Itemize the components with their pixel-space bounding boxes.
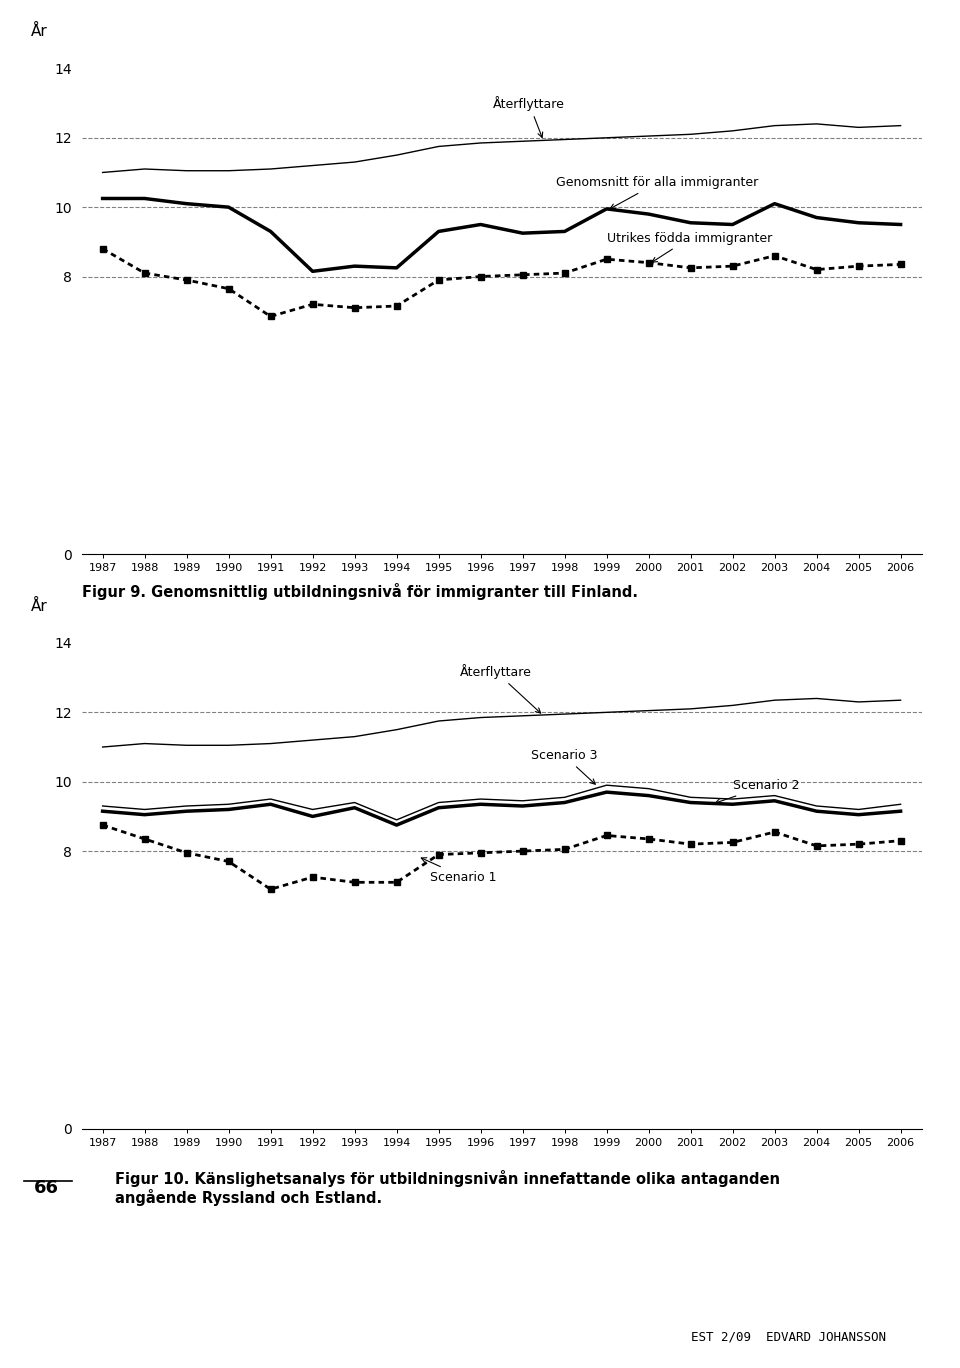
Text: Figur 10. Känslighetsanalys för utbildningsnivån innefattande olika antaganden
a: Figur 10. Känslighetsanalys för utbildni… xyxy=(115,1170,780,1207)
Text: Utrikes födda immigranter: Utrikes födda immigranter xyxy=(607,231,772,263)
Text: År: År xyxy=(32,25,48,40)
Text: Scenario 2: Scenario 2 xyxy=(715,780,799,804)
Text: Scenario 1: Scenario 1 xyxy=(421,858,496,884)
Text: År: År xyxy=(32,599,48,614)
Text: 66: 66 xyxy=(34,1179,59,1197)
Text: Scenario 3: Scenario 3 xyxy=(531,750,597,784)
Text: EST 2/09  EDVARD JOHANSSON: EST 2/09 EDVARD JOHANSSON xyxy=(691,1330,886,1343)
Text: Återflyttare: Återflyttare xyxy=(493,96,565,138)
Text: Genomsnitt för alla immigranter: Genomsnitt för alla immigranter xyxy=(556,176,758,209)
Text: Återflyttare: Återflyttare xyxy=(460,663,540,713)
Text: Figur 9. Genomsnittlig utbildningsnivå för immigranter till Finland.: Figur 9. Genomsnittlig utbildningsnivå f… xyxy=(82,583,637,599)
